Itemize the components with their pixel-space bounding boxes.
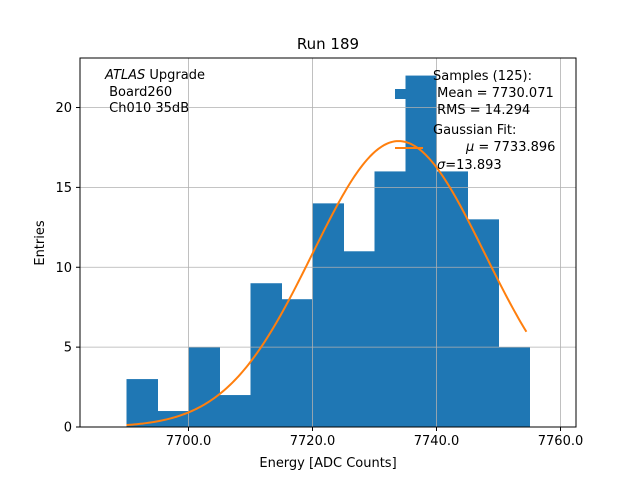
- x-axis-label: Energy [ADC Counts]: [259, 456, 396, 471]
- legend-samples-title: Samples (125):: [433, 69, 532, 84]
- plot-frame: [79, 57, 577, 428]
- annotation-line-3: Ch010 35dB: [105, 101, 189, 116]
- legend-samples-rms: RMS = 14.294: [433, 103, 530, 118]
- legend: Samples (125): Mean = 7730.071 RMS = 14.…: [395, 69, 576, 173]
- x-tick-label-2: 7740.0: [414, 434, 460, 449]
- legend-fit-title: Gaussian Fit:: [433, 123, 516, 138]
- legend-sigma-value: =13.893: [445, 158, 501, 173]
- histogram-bar-3: [219, 395, 251, 427]
- histogram-bar-0: [126, 379, 158, 427]
- chart-title: Run 189: [297, 35, 359, 53]
- legend-fit-mu: μ = 7733.896: [433, 140, 576, 155]
- histogram-bar-5: [281, 299, 313, 427]
- histogram-bar-10: [436, 171, 468, 427]
- histogram-bar-7: [343, 251, 375, 427]
- histogram-bar-8: [374, 171, 406, 427]
- histogram-bar-9: [405, 75, 437, 428]
- legend-samples-mean: Mean = 7730.071: [433, 86, 554, 101]
- legend-fit-sigma: σ=13.893: [437, 158, 502, 173]
- y-tick-label-2: 10: [55, 261, 72, 276]
- y-tick-label-3: 15: [55, 181, 72, 196]
- y-tick-label-4: 20: [55, 101, 72, 116]
- legend-samples-swatch: [395, 89, 423, 99]
- legend-mu-value: = 7733.896: [474, 140, 555, 155]
- legend-mu-symbol: μ: [465, 140, 474, 155]
- gaussian-fit-curve: [126, 140, 528, 427]
- histogram-bar-11: [467, 219, 499, 427]
- run-annotation: ATLAS Upgrade Board260 Ch010 35dB: [104, 68, 205, 116]
- legend-sigma-symbol: σ: [437, 158, 446, 173]
- x-tick-label-0: 7700.0: [166, 434, 212, 449]
- y-axis-label: Entries: [33, 220, 48, 266]
- x-tick-label-3: 7760.0: [538, 434, 584, 449]
- annotation-atlas: ATLAS: [104, 68, 145, 83]
- histogram-bars: [126, 75, 530, 428]
- annotation-line-2: Board260: [105, 85, 172, 100]
- annotation-line-1: ATLAS Upgrade: [104, 68, 205, 83]
- histogram-bar-12: [498, 347, 530, 427]
- y-tick-label-1: 5: [64, 341, 72, 356]
- x-tick-label-1: 7720.0: [290, 434, 336, 449]
- histogram-bar-6: [312, 203, 344, 427]
- annotation-upgrade: Upgrade: [145, 68, 205, 83]
- x-axis-ticks: 7700.0 7720.0 7740.0 7760.0: [166, 427, 584, 449]
- y-axis-ticks: 0 5 10 15 20: [55, 101, 80, 436]
- histogram-bar-2: [188, 347, 220, 427]
- y-tick-label-0: 0: [64, 421, 72, 436]
